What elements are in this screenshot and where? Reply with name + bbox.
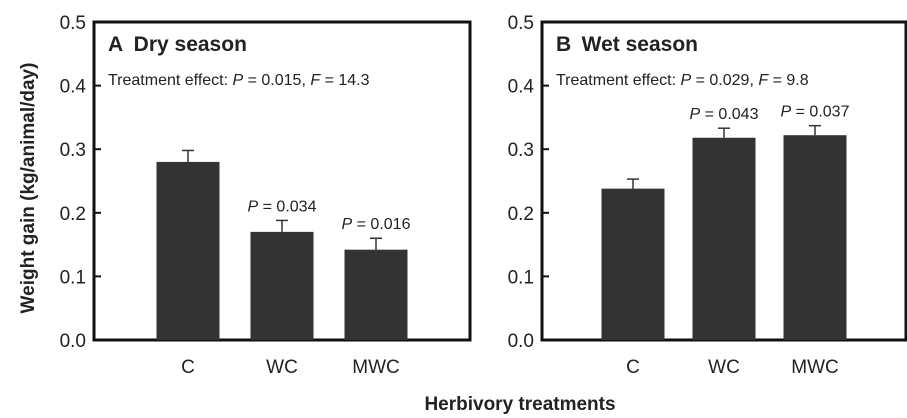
category-label: WC — [266, 357, 298, 378]
p-value-annotation: P = 0.037 — [781, 104, 850, 121]
chart-panels: 0.0 0.1 0.2 0.3 0.4 0.5 C WC P = 0.034 MWC P = 0.0… — [60, 13, 907, 378]
p-value-annotation: P = 0.034 — [248, 198, 317, 215]
y-tick-label: 0.3 — [508, 140, 534, 161]
chart-panel-b: 0.0 0.1 0.2 0.3 0.4 0.5 C WC P = 0.043 MWC P = 0.0… — [508, 13, 907, 378]
y-axis-label: Weight gain (kg/animal/day) — [18, 63, 39, 314]
panel-title: B Wet season — [556, 33, 698, 56]
treatment-effect-text: Treatment effect: P = 0.015, F = 14.3 — [108, 72, 370, 89]
y-tick-label: 0.4 — [508, 77, 535, 98]
p-value-annotation: P = 0.043 — [690, 106, 759, 123]
bar-c — [156, 161, 220, 340]
y-tick-label: 0.1 — [508, 267, 534, 288]
x-axis-label: Herbivory treatments — [424, 394, 615, 415]
y-tick-label: 0.4 — [60, 77, 87, 98]
y-tick-label: 0.5 — [508, 13, 534, 34]
y-tick-label: 0.3 — [60, 140, 86, 161]
y-tick-label: 0.2 — [60, 204, 86, 225]
category-label: WC — [708, 357, 740, 378]
bar-c — [601, 188, 665, 340]
treatment-effect-text: Treatment effect: P = 0.029, F = 9.8 — [556, 72, 809, 89]
bar-wc — [692, 137, 756, 340]
bar-mwc — [783, 135, 847, 340]
bar-mwc — [344, 249, 408, 340]
y-tick-label: 0.0 — [60, 331, 86, 352]
y-tick-label: 0.1 — [60, 267, 86, 288]
category-label: C — [181, 357, 195, 378]
panel-title: A Dry season — [108, 33, 247, 56]
p-value-annotation: P = 0.016 — [342, 216, 411, 233]
y-tick-label: 0.2 — [508, 204, 534, 225]
category-label: MWC — [352, 357, 399, 378]
y-tick-label: 0.0 — [508, 331, 534, 352]
category-label: MWC — [791, 357, 838, 378]
chart-panel-a: 0.0 0.1 0.2 0.3 0.4 0.5 C WC P = 0.034 MWC P = 0.0… — [60, 13, 472, 378]
y-tick-label: 0.5 — [60, 13, 86, 34]
bar-wc — [250, 231, 314, 340]
category-label: C — [626, 357, 640, 378]
